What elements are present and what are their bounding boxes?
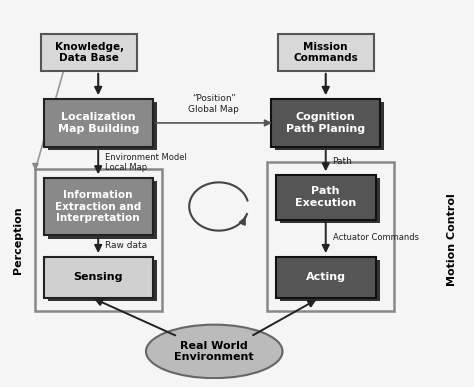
Text: Information
Extraction and
Interpretation: Information Extraction and Interpretatio… <box>55 190 141 223</box>
FancyBboxPatch shape <box>280 178 380 223</box>
FancyBboxPatch shape <box>44 257 153 298</box>
Text: “Position”
Global Map: “Position” Global Map <box>188 94 239 114</box>
Text: Cognition
Path Planing: Cognition Path Planing <box>286 112 365 134</box>
Text: Sensing: Sensing <box>73 272 123 282</box>
Text: Environment Model
Local Map: Environment Model Local Map <box>105 153 187 172</box>
FancyBboxPatch shape <box>276 175 376 219</box>
Text: Acting: Acting <box>306 272 346 282</box>
FancyBboxPatch shape <box>44 178 153 235</box>
Text: Path: Path <box>333 157 353 166</box>
FancyBboxPatch shape <box>276 257 376 298</box>
FancyBboxPatch shape <box>41 34 137 71</box>
FancyBboxPatch shape <box>278 34 374 71</box>
FancyBboxPatch shape <box>48 260 157 301</box>
FancyBboxPatch shape <box>280 260 380 301</box>
FancyBboxPatch shape <box>48 181 157 239</box>
Text: Perception: Perception <box>13 206 23 274</box>
FancyBboxPatch shape <box>275 102 384 151</box>
FancyBboxPatch shape <box>44 99 153 147</box>
FancyBboxPatch shape <box>271 99 380 147</box>
FancyBboxPatch shape <box>48 102 157 151</box>
Text: Localization
Map Building: Localization Map Building <box>57 112 139 134</box>
Text: Mission
Commands: Mission Commands <box>293 41 358 63</box>
Text: Actuator Commands: Actuator Commands <box>333 233 419 242</box>
Text: Raw data: Raw data <box>105 241 147 250</box>
Text: Knowledge,
Data Base: Knowledge, Data Base <box>55 41 124 63</box>
Text: Path
Execution: Path Execution <box>295 187 356 208</box>
Text: Real World
Environment: Real World Environment <box>174 341 254 362</box>
Text: Motion Control: Motion Control <box>447 194 457 286</box>
Ellipse shape <box>146 325 283 378</box>
